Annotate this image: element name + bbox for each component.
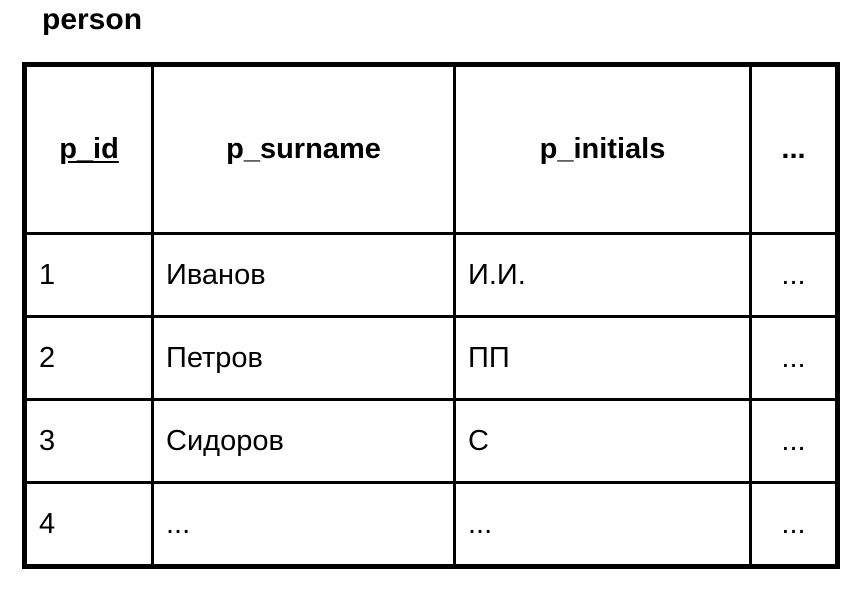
column-header-p-id: p_id	[24, 64, 154, 235]
cell-p-surname: Иванов	[152, 233, 456, 318]
column-header-more: ...	[750, 64, 838, 235]
cell-p-id: 2	[24, 316, 154, 401]
column-header-p-surname: p_surname	[152, 64, 456, 235]
cell-p-id: 4	[24, 482, 154, 567]
header-row: p_id p_surname p_initials ...	[24, 64, 838, 235]
table-header: p_id p_surname p_initials ...	[24, 64, 838, 235]
cell-p-initials: С	[454, 399, 752, 484]
table-body: 1 Иванов И.И. ... 2 Петров ПП ... 3 Сидо…	[24, 233, 838, 567]
cell-p-initials: ПП	[454, 316, 752, 401]
cell-p-surname: ...	[152, 482, 456, 567]
cell-p-initials: ...	[454, 482, 752, 567]
cell-more: ...	[750, 233, 838, 318]
table-row: 4 ... ... ...	[24, 482, 838, 567]
table-row: 2 Петров ПП ...	[24, 316, 838, 401]
cell-more: ...	[750, 316, 838, 401]
table-name-label: person	[42, 3, 143, 36]
cell-p-initials: И.И.	[454, 233, 752, 318]
table-row: 1 Иванов И.И. ...	[24, 233, 838, 318]
cell-p-surname: Сидоров	[152, 399, 456, 484]
column-header-p-initials: p_initials	[454, 64, 752, 235]
person-relation-table: p_id p_surname p_initials ... 1 Иванов И…	[22, 62, 840, 569]
table-row: 3 Сидоров С ...	[24, 399, 838, 484]
cell-p-surname: Петров	[152, 316, 456, 401]
cell-p-id: 3	[24, 399, 154, 484]
cell-more: ...	[750, 482, 838, 567]
cell-more: ...	[750, 399, 838, 484]
cell-p-id: 1	[24, 233, 154, 318]
